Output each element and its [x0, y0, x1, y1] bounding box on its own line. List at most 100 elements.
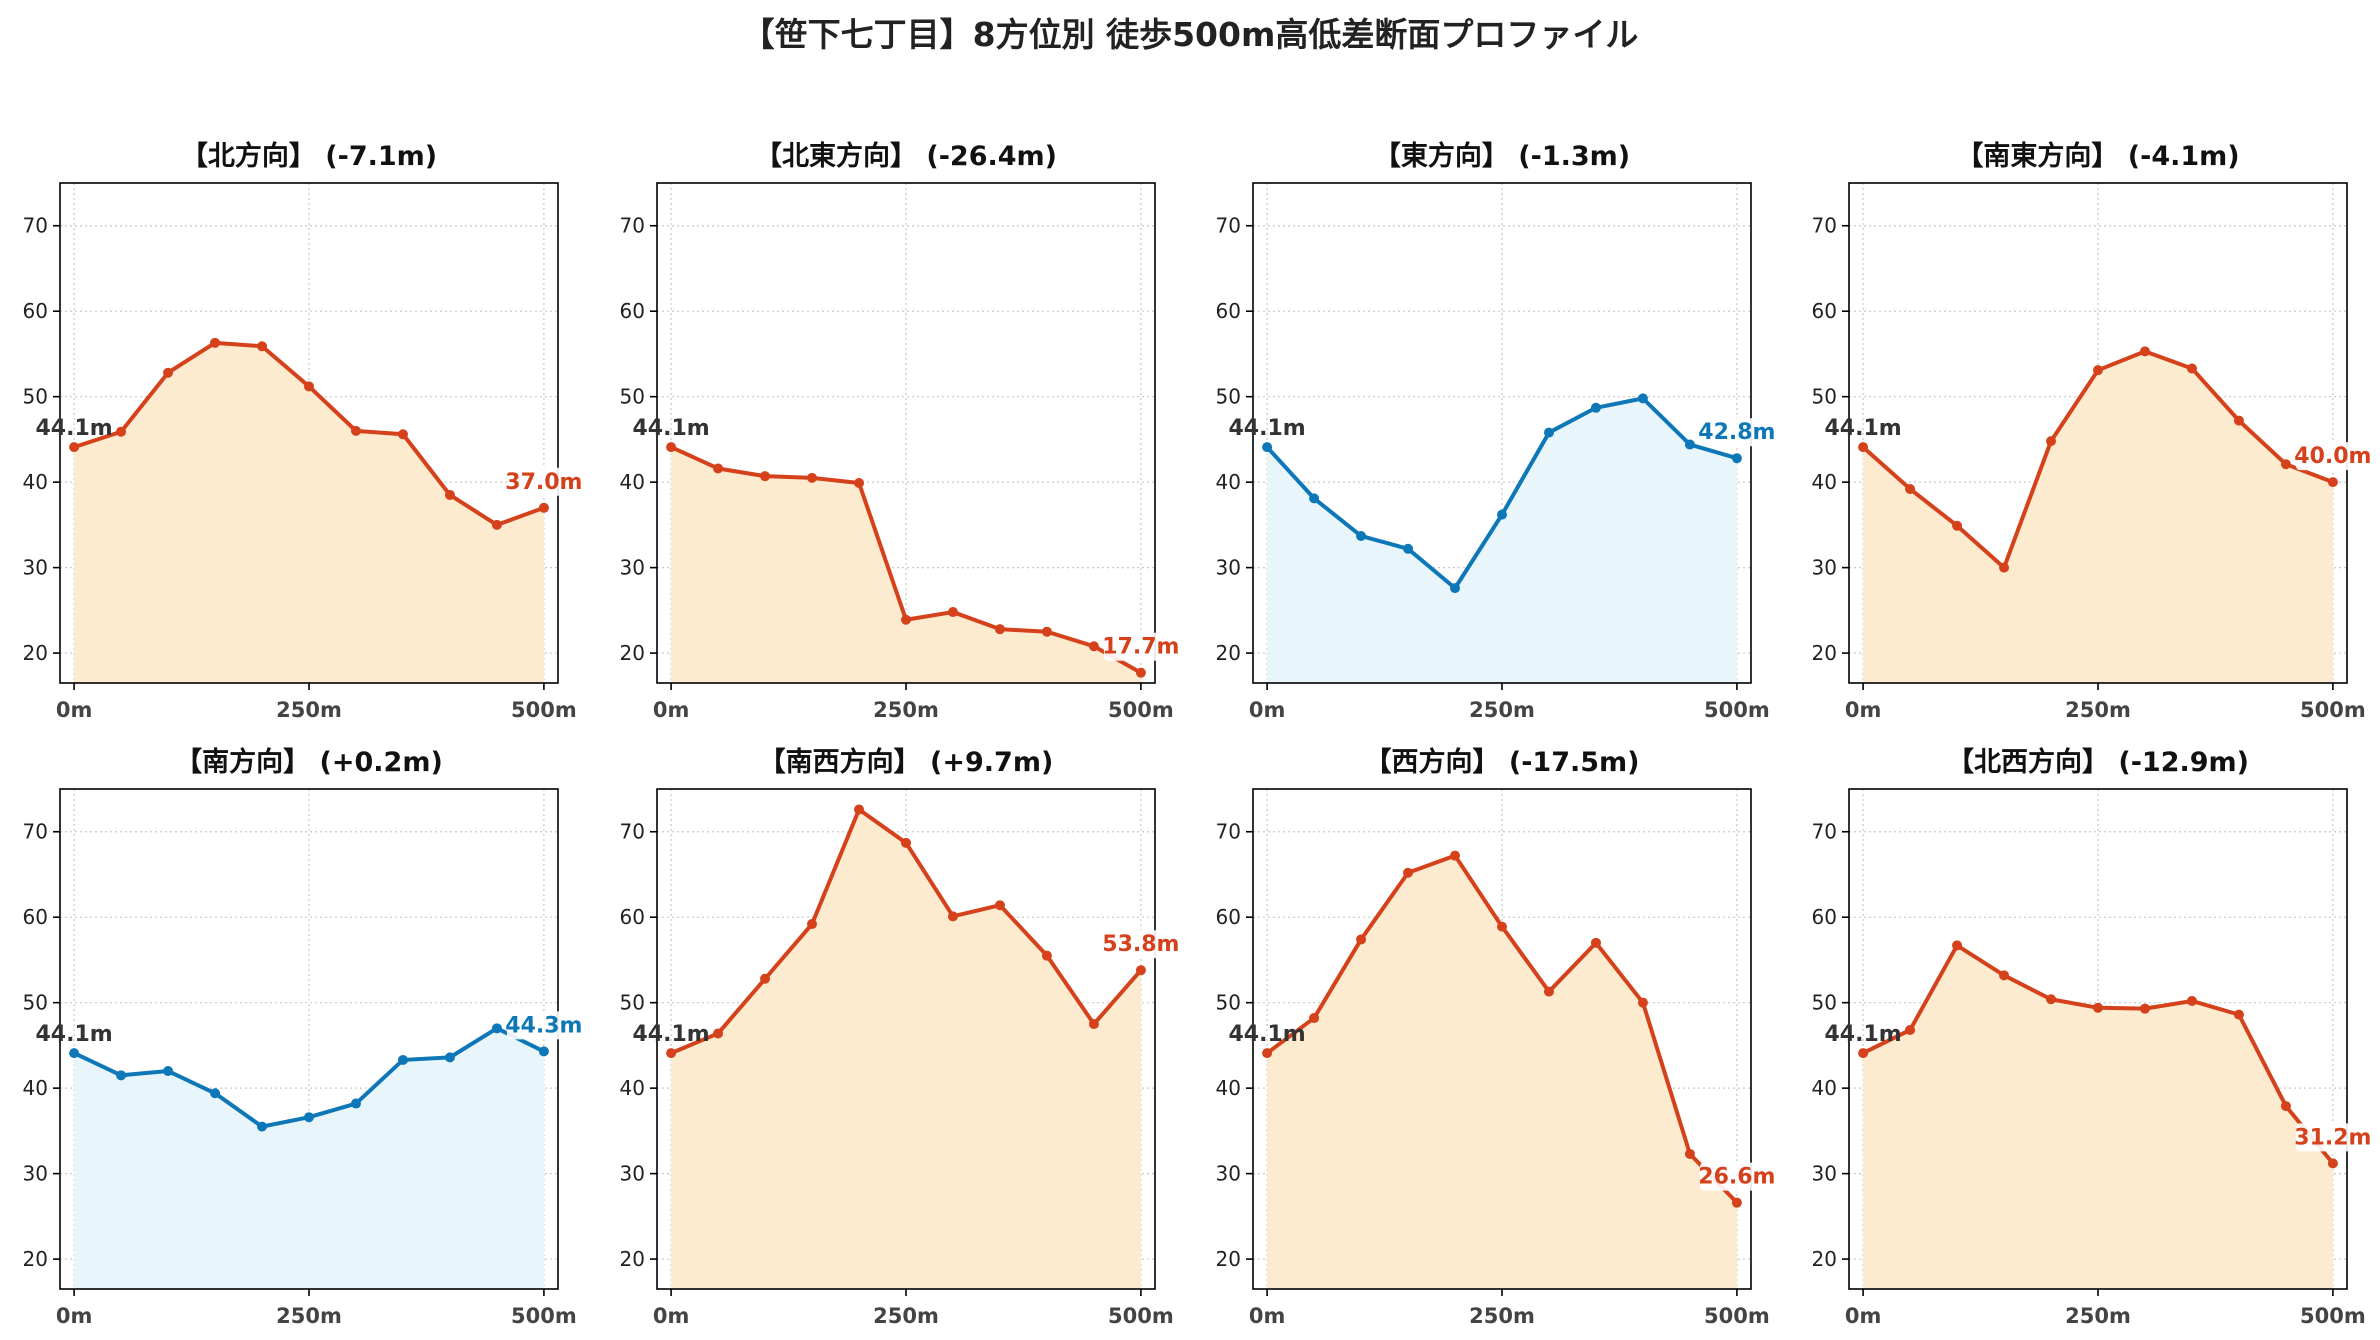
x-tick-label: 0m: [1249, 698, 1286, 722]
end-elevation-label: 53.8m: [1102, 932, 1179, 957]
data-point: [304, 381, 314, 392]
y-tick-label: 60: [620, 905, 645, 929]
x-tick-label: 500m: [1108, 1304, 1174, 1328]
data-point: [491, 1023, 502, 1034]
chart-panel-5: 【南方向】 (+0.2m) 20 30 40 50 60 70 0m 250m 500m 44.1m…: [23, 746, 583, 1328]
data-point: [760, 471, 771, 482]
y-tick-label: 40: [620, 1076, 645, 1100]
data-point: [2280, 1101, 2291, 1112]
y-tick-label: 40: [620, 470, 645, 494]
end-label-background: [1699, 418, 1774, 447]
area-fill: [1863, 945, 2333, 1289]
x-tick-label: 0m: [56, 1304, 93, 1328]
data-point: [1041, 626, 1052, 637]
y-tick-label: 50: [1812, 991, 1837, 1015]
data-point: [1356, 934, 1367, 945]
data-point: [1684, 439, 1695, 450]
data-point: [1309, 493, 1320, 504]
data-point: [1731, 1197, 1742, 1208]
start-elevation-label: 44.1m: [1228, 416, 1305, 441]
chart-panel-8: 【北西方向】 (-12.9m) 20 30 40 50 60 70 0m 250m 500m 44.…: [1812, 746, 2372, 1328]
data-point: [1403, 867, 1414, 878]
y-tick-label: 70: [620, 820, 645, 844]
data-point: [713, 1028, 724, 1039]
data-point: [257, 341, 268, 352]
y-tick-label: 50: [23, 385, 48, 409]
x-tick-label: 0m: [653, 1304, 690, 1328]
x-tick-label: 500m: [2300, 1304, 2366, 1328]
data-point: [538, 502, 549, 513]
y-tick-label: 40: [23, 1076, 48, 1100]
start-elevation-label: 44.1m: [1824, 1022, 1901, 1047]
y-tick-label: 20: [1812, 641, 1837, 665]
panel-title: 【南西方向】 (+9.7m): [759, 746, 1054, 778]
x-tick-label: 500m: [2300, 698, 2366, 722]
data-point: [1543, 427, 1554, 438]
data-point: [901, 837, 911, 848]
y-tick-label: 20: [1812, 1247, 1837, 1271]
y-tick-label: 60: [1812, 299, 1837, 323]
data-point: [210, 1088, 221, 1099]
data-point: [1262, 442, 1273, 453]
end-elevation-label: 17.7m: [1102, 635, 1179, 660]
data-point: [947, 607, 958, 618]
data-point: [2139, 1003, 2150, 1014]
chart-panel-2: 【北東方向】 (-26.4m) 20 30 40 50 60 70 0m 250m 500m 44.…: [620, 140, 1180, 722]
data-point: [1905, 483, 1916, 494]
data-point: [1309, 1013, 1320, 1024]
panel-title: 【東方向】 (-1.3m): [1374, 140, 1630, 172]
y-tick-label: 30: [1216, 1162, 1241, 1186]
data-point: [397, 1054, 408, 1065]
data-point: [1858, 1048, 1869, 1059]
y-tick-label: 30: [1812, 1162, 1837, 1186]
data-point: [1590, 937, 1601, 948]
x-tick-label: 250m: [873, 698, 939, 722]
start-elevation-label: 44.1m: [35, 1022, 112, 1047]
start-elevation-label: 44.1m: [632, 1022, 709, 1047]
start-elevation-label: 44.1m: [1824, 416, 1901, 441]
data-point: [994, 900, 1005, 911]
end-label-background: [1103, 930, 1178, 959]
data-point: [1637, 393, 1648, 404]
y-tick-label: 40: [1216, 1076, 1241, 1100]
panel-title: 【北方向】 (-7.1m): [181, 140, 437, 172]
x-tick-label: 250m: [2065, 1304, 2131, 1328]
data-point: [807, 919, 818, 930]
data-point: [1858, 442, 1869, 453]
y-tick-label: 40: [1812, 1076, 1837, 1100]
y-tick-label: 70: [1216, 214, 1241, 238]
data-point: [1088, 1019, 1099, 1030]
data-point: [666, 1048, 677, 1059]
data-point: [1905, 1025, 1916, 1036]
end-label-background: [2295, 1123, 2370, 1152]
data-point: [2186, 995, 2197, 1006]
chart-panel-6: 【南西方向】 (+9.7m) 20 30 40 50 60 70 0m 250m 500m 44.1…: [620, 746, 1180, 1328]
data-point: [444, 1052, 455, 1063]
data-point: [1088, 641, 1099, 652]
data-point: [1403, 543, 1414, 554]
area-fill: [671, 809, 1141, 1289]
data-point: [901, 614, 911, 625]
data-point: [2233, 415, 2244, 426]
x-tick-label: 250m: [2065, 698, 2131, 722]
y-tick-label: 60: [23, 299, 48, 323]
end-label-background: [1103, 632, 1178, 661]
end-elevation-label: 26.6m: [1698, 1165, 1775, 1190]
end-label-background: [506, 467, 581, 496]
end-elevation-label: 42.8m: [1698, 420, 1775, 445]
data-point: [69, 1048, 80, 1059]
data-point: [1497, 921, 1507, 932]
area-fill: [1863, 351, 2333, 683]
y-tick-label: 60: [1216, 299, 1241, 323]
y-tick-label: 30: [23, 556, 48, 580]
data-point: [807, 472, 818, 483]
data-point: [1999, 970, 2010, 981]
end-label-background: [2295, 442, 2370, 471]
data-point: [1262, 1048, 1273, 1059]
x-tick-label: 500m: [1108, 698, 1174, 722]
x-tick-label: 250m: [1469, 698, 1535, 722]
y-tick-label: 20: [23, 641, 48, 665]
data-point: [444, 489, 455, 500]
data-point: [760, 973, 771, 984]
data-point: [397, 429, 408, 440]
